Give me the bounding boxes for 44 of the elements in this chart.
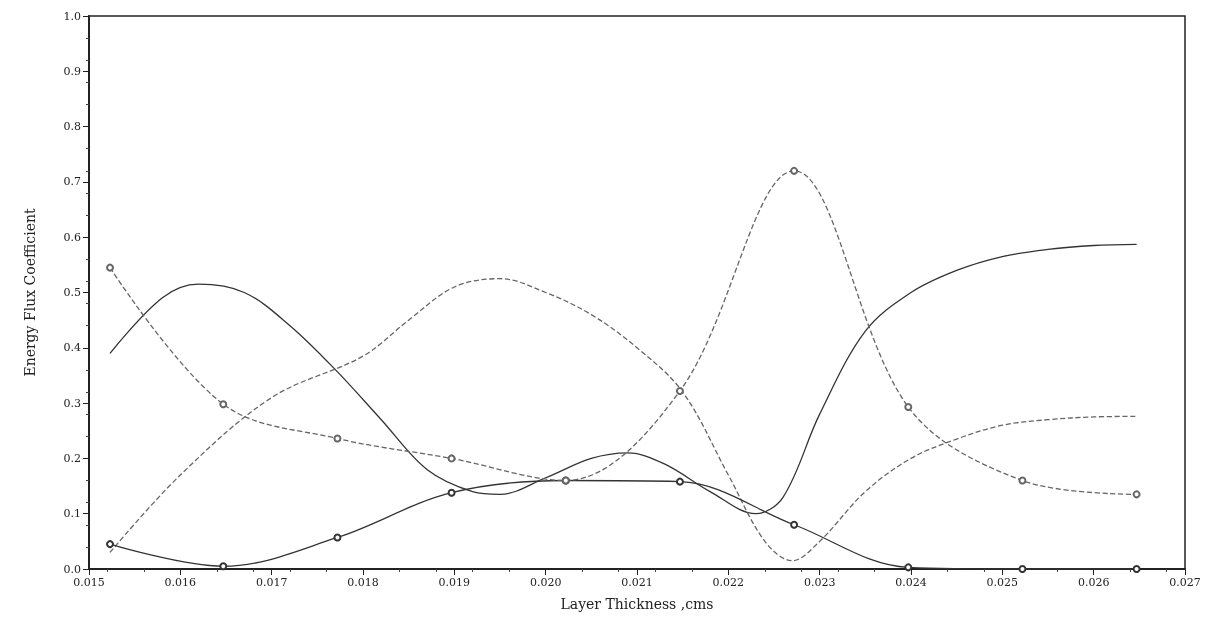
x-tick-label: 0.027 xyxy=(1169,576,1201,589)
point xyxy=(219,562,228,571)
point xyxy=(447,454,456,463)
x-tick-label: 0.017 xyxy=(255,576,288,589)
y-tick-label: 0.8 xyxy=(63,120,81,134)
y-tick-label: 0.1 xyxy=(63,507,81,521)
y-tick-label: 0.0 xyxy=(63,562,81,576)
x-tick-label: 0.015 xyxy=(73,576,105,589)
point xyxy=(219,400,228,409)
y-axis-title: Energy Flux Coefficient xyxy=(22,208,38,377)
point xyxy=(447,488,456,497)
point xyxy=(1018,565,1027,573)
y-tick-label: 0.2 xyxy=(63,451,81,465)
y-tick-label: 0.6 xyxy=(63,230,81,244)
y-tick-label: 0.5 xyxy=(63,286,81,299)
point xyxy=(904,563,913,572)
y-tick-label: 0.4 xyxy=(63,341,81,355)
x-axis-title: Layer Thickness ,cms xyxy=(560,596,714,612)
x-tick-label: 0.016 xyxy=(164,576,197,589)
point xyxy=(1018,476,1027,485)
point xyxy=(333,533,342,542)
point xyxy=(333,434,342,443)
point xyxy=(106,540,115,549)
x-tick-label: 0.021 xyxy=(621,576,653,589)
point xyxy=(1132,565,1141,573)
point xyxy=(790,166,799,175)
point xyxy=(790,520,799,529)
x-tick-label: 0.022 xyxy=(712,576,745,589)
point xyxy=(675,386,684,395)
x-tick-label: 0.025 xyxy=(986,576,1019,589)
x-tick-label: 0.018 xyxy=(347,576,379,589)
x-tick-label: 0.020 xyxy=(529,576,562,589)
y-tick-label: 1.0 xyxy=(63,9,81,23)
y-tick-label: 0.9 xyxy=(63,64,81,78)
point xyxy=(675,477,684,486)
x-tick-label: 0.023 xyxy=(803,576,836,589)
point xyxy=(1132,490,1141,499)
point xyxy=(904,402,913,411)
y-tick-label: 0.3 xyxy=(63,396,81,410)
x-tick-label: 0.019 xyxy=(438,576,471,589)
x-tick-label: 0.024 xyxy=(895,576,927,589)
y-tick-label: 0.7 xyxy=(63,175,81,189)
x-tick-label: 0.026 xyxy=(1077,576,1110,589)
point xyxy=(106,263,115,272)
